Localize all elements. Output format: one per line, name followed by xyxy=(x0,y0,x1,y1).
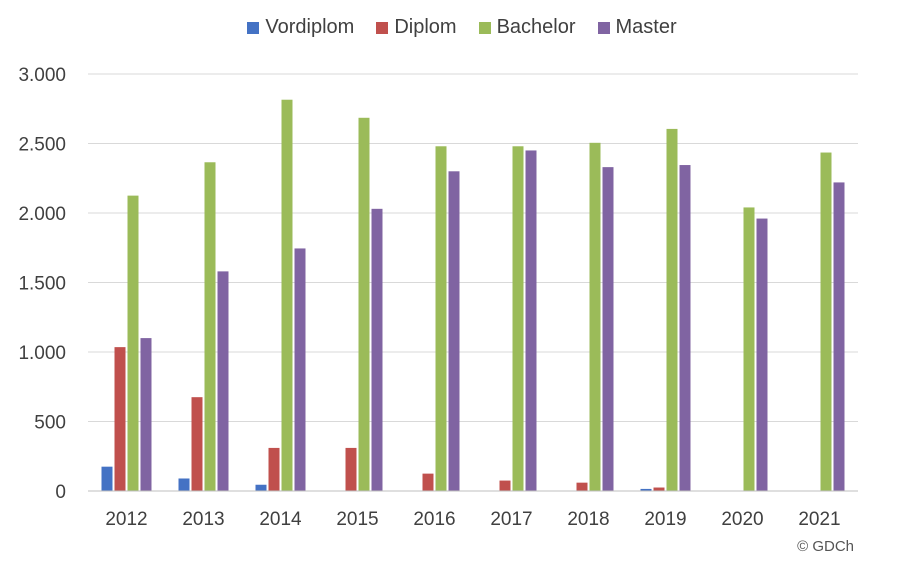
bar-diplom-2017 xyxy=(499,480,511,491)
x-tick-label: 2016 xyxy=(413,509,455,530)
copyright-notice: © GDCh xyxy=(797,538,854,555)
bar-vordiplom-2014 xyxy=(255,484,267,491)
bar-vordiplom-2019 xyxy=(640,488,652,491)
x-tick-label: 2015 xyxy=(336,509,378,530)
bar-diplom-2014 xyxy=(268,447,280,491)
x-tick-label: 2018 xyxy=(567,509,609,530)
bar-bachelor-2017 xyxy=(512,146,524,491)
bar-master-2016 xyxy=(448,171,460,492)
legend-label: Bachelor xyxy=(496,16,576,38)
bar-diplom-2018 xyxy=(576,482,588,491)
legend-swatch xyxy=(597,21,610,34)
x-tick-label: 2013 xyxy=(182,509,224,530)
y-tick-label: 2.000 xyxy=(18,204,66,225)
bar-master-2018 xyxy=(602,167,614,491)
bar-diplom-2016 xyxy=(422,473,434,491)
x-tick-label: 2019 xyxy=(644,509,686,530)
y-tick-label: 3.000 xyxy=(18,65,66,86)
bar-master-2015 xyxy=(371,208,383,491)
legend-label: Master xyxy=(615,16,677,38)
y-tick-label: 2.500 xyxy=(18,135,66,156)
x-tick-label: 2020 xyxy=(721,509,763,530)
bar-master-2021 xyxy=(833,182,845,492)
bar-bachelor-2016 xyxy=(435,146,447,491)
bar-diplom-2012 xyxy=(114,347,126,491)
bar-bachelor-2013 xyxy=(204,162,216,491)
legend-swatch xyxy=(478,21,491,34)
legend-item-vordiplom: Vordiplom xyxy=(247,16,354,39)
bar-diplom-2019 xyxy=(653,487,665,491)
bar-diplom-2015 xyxy=(345,447,357,491)
bar-bachelor-2014 xyxy=(281,99,293,491)
bar-master-2012 xyxy=(140,338,152,491)
bar-vordiplom-2012 xyxy=(101,466,113,491)
bar-master-2014 xyxy=(294,248,306,491)
bar-bachelor-2012 xyxy=(127,195,139,491)
bar-master-2020 xyxy=(756,218,768,491)
bar-master-2019 xyxy=(679,165,691,492)
bar-bachelor-2015 xyxy=(358,117,370,491)
x-tick-label: 2017 xyxy=(490,509,532,530)
bar-master-2017 xyxy=(525,150,537,491)
y-tick-label: 1.000 xyxy=(18,343,66,364)
legend-item-diplom: Diplom xyxy=(376,16,457,39)
legend-swatch xyxy=(247,21,260,34)
x-tick-label: 2014 xyxy=(259,509,302,530)
bar-bachelor-2018 xyxy=(589,142,601,491)
y-tick-label: 0 xyxy=(55,482,66,503)
y-tick-label: 500 xyxy=(34,413,66,434)
bar-master-2013 xyxy=(217,271,229,491)
legend-item-bachelor: Bachelor xyxy=(478,16,576,39)
x-tick-label: 2012 xyxy=(105,509,147,530)
chart-legend: Vordiplom Diplom Bachelor Master xyxy=(0,16,924,39)
legend-swatch xyxy=(376,21,389,34)
y-tick-label: 1.500 xyxy=(18,274,66,295)
bar-bachelor-2020 xyxy=(743,207,755,491)
legend-label: Diplom xyxy=(394,16,457,38)
bar-bachelor-2019 xyxy=(666,128,678,491)
bar-vordiplom-2013 xyxy=(178,478,190,491)
legend-label: Vordiplom xyxy=(265,16,355,38)
legend-item-master: Master xyxy=(597,16,677,39)
bar-diplom-2013 xyxy=(191,397,203,491)
x-tick-label: 2021 xyxy=(798,509,840,530)
bar-bachelor-2021 xyxy=(820,152,832,491)
